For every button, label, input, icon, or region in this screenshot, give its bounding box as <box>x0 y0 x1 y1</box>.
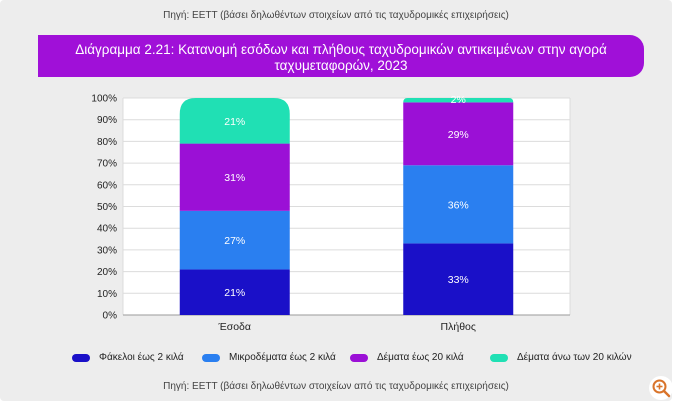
legend-item-small-parcels: Μικροδέματα έως 2 κιλά <box>202 352 336 363</box>
legend-item-envelopes: Φάκελοι έως 2 κιλά <box>72 352 184 363</box>
chart-title-line-1: Διάγραμμα 2.21: Κατανομή εσόδων και πλήθ… <box>75 42 607 57</box>
chart-card: Πηγή: ΕΕΤΤ (βάσει δηλωθέντων στοιχείων α… <box>0 0 672 401</box>
legend-label: Δέματα έως 20 κιλά <box>377 352 464 363</box>
y-tick-label: 20% <box>97 267 117 278</box>
y-tick-label: 70% <box>97 159 117 170</box>
y-tick-label: 0% <box>103 311 118 322</box>
y-tick-label: 30% <box>97 245 117 256</box>
y-tick-label: 100% <box>91 94 117 105</box>
data-label: 33% <box>448 274 469 286</box>
y-tick-label: 40% <box>97 224 117 235</box>
legend-item-parcels-20kg: Δέματα έως 20 κιλά <box>350 352 464 363</box>
data-label: 31% <box>224 172 245 184</box>
bar-segment <box>403 102 514 166</box>
chart-legend: Φάκελοι έως 2 κιλά Μικροδέματα έως 2 κιλ… <box>0 352 672 368</box>
bar-segment <box>179 143 290 211</box>
y-tick-label: 90% <box>97 115 117 126</box>
stacked-bar-chart: 0% 10% 20% 30% 40% 50% 60% 70% 80% 90% 100% 21% 27% 3… <box>91 94 571 333</box>
zoom-button[interactable] <box>649 376 673 400</box>
y-tick-label: 50% <box>97 202 117 213</box>
bar-segment <box>179 98 290 144</box>
data-label: 27% <box>224 235 245 247</box>
x-tick-label: Έσοδα <box>218 321 251 333</box>
legend-label: Δέματα άνω των 20 κιλών <box>517 352 632 363</box>
y-tick-label: 10% <box>97 289 117 300</box>
legend-item-parcels-over-20kg: Δέματα άνω των 20 κιλών <box>490 352 632 363</box>
data-label: 21% <box>224 116 245 128</box>
bar-segment <box>403 165 514 244</box>
bar-segment <box>179 269 290 315</box>
source-note-bottom: Πηγή: ΕΕΤΤ (βάσει δηλωθέντων στοιχείων α… <box>163 381 509 392</box>
bar-segment <box>403 243 514 315</box>
data-label: 21% <box>224 287 245 299</box>
chart-title-line-2: ταχυμεταφορών, 2023 <box>274 58 408 73</box>
bar-segment <box>179 210 290 270</box>
y-tick-label: 80% <box>97 137 117 148</box>
legend-label: Φάκελοι έως 2 κιλά <box>99 352 184 363</box>
bar-segment <box>403 98 514 103</box>
data-label: 29% <box>448 129 469 141</box>
legend-swatch <box>350 353 368 362</box>
chart-title-bar: Διάγραμμα 2.21: Κατανομή εσόδων και πλήθ… <box>38 35 644 77</box>
x-tick-label: Πλήθος <box>441 321 476 333</box>
zoom-in-icon <box>652 379 671 398</box>
legend-swatch <box>202 353 220 362</box>
source-note-top: Πηγή: ΕΕΤΤ (βάσει δηλωθέντων στοιχείων α… <box>163 10 509 21</box>
data-label: 2% <box>451 94 466 106</box>
legend-swatch <box>72 353 90 362</box>
legend-swatch <box>490 353 508 362</box>
data-label: 36% <box>448 199 469 211</box>
y-tick-label: 60% <box>97 180 117 191</box>
legend-label: Μικροδέματα έως 2 κιλά <box>229 352 336 363</box>
